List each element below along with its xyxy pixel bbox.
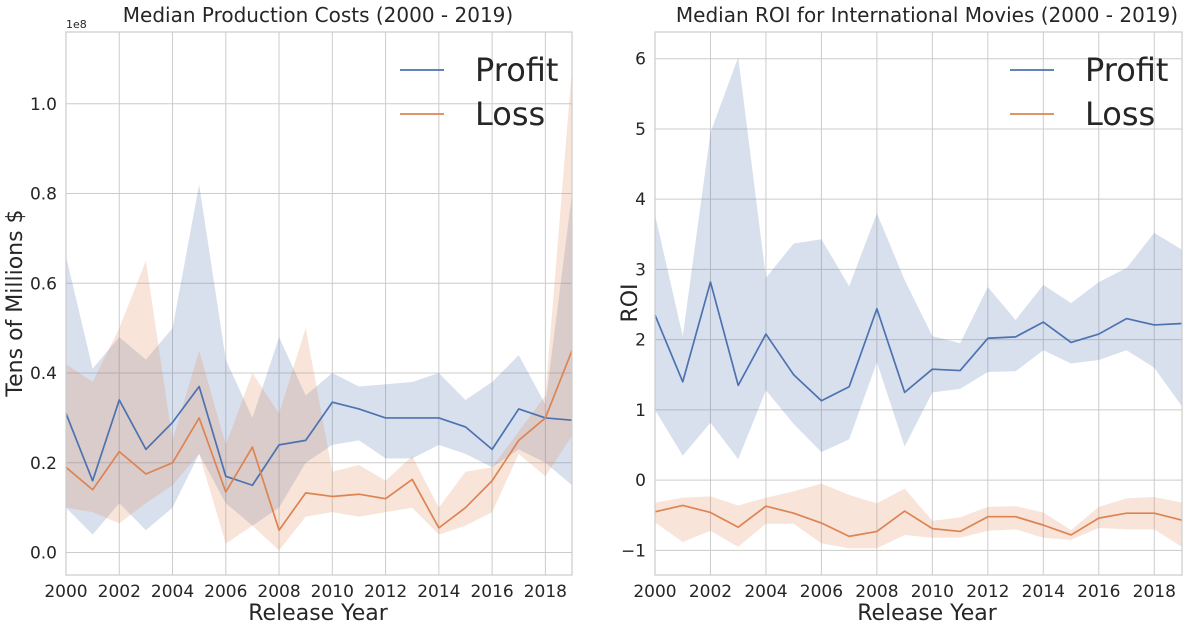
roi-panel: Median ROI for International Movies (200…	[618, 3, 1183, 626]
y-tick-label: 0.4	[30, 364, 57, 384]
y-tick-label: 3	[635, 260, 646, 280]
y-tick-label: 0.6	[30, 274, 57, 294]
loss-series-line	[65, 350, 573, 531]
y-tick-label: −1	[621, 541, 646, 561]
profit-confidence-band	[655, 57, 1182, 460]
loss-series-line	[654, 504, 1183, 538]
legend-label: Loss	[1085, 95, 1155, 133]
legend-label: Profit	[475, 51, 558, 89]
x-tick-label: 2014	[417, 582, 460, 602]
x-tick-label: 2004	[151, 582, 194, 602]
loss-confidence-band	[66, 67, 572, 551]
y-axis-title: ROI	[618, 283, 643, 322]
plot-frame	[65, 31, 573, 576]
profit-confidence-band	[66, 184, 572, 535]
x-tick-label: 2008	[855, 582, 898, 602]
x-axis-title: Release Year	[857, 601, 997, 626]
x-tick-label: 2014	[1022, 582, 1065, 602]
y-tick-label: 0.8	[30, 185, 57, 205]
grid	[65, 32, 572, 575]
x-tick-label: 2000	[633, 582, 676, 602]
x-tick-label: 2010	[911, 582, 954, 602]
x-tick-label: 2002	[689, 582, 732, 602]
x-tick-label: 2018	[524, 582, 567, 602]
x-tick-label: 2012	[966, 582, 1009, 602]
legend-label: Profit	[1085, 51, 1168, 89]
x-tick-label: 2006	[204, 582, 247, 602]
x-tick-label: 2000	[44, 582, 87, 602]
y-tick-label: 1	[635, 401, 646, 421]
x-tick-label: 2018	[1133, 582, 1176, 602]
x-tick-label: 2012	[364, 582, 407, 602]
legend-label: Loss	[475, 95, 545, 133]
x-tick-label: 2004	[744, 582, 787, 602]
x-tick-label: 2008	[257, 582, 300, 602]
y-tick-label: 0	[635, 471, 646, 491]
y-tick-label: 0.0	[30, 544, 57, 564]
x-tick-label: 2006	[800, 582, 843, 602]
y-tick-label: 0.2	[30, 454, 57, 474]
production-costs-panel: Median Production Costs (2000 - 2019) 1e…	[3, 3, 573, 626]
y-tick-label: 6	[635, 50, 646, 70]
chart-title: Median ROI for International Movies (200…	[676, 3, 1178, 27]
y-axis-title: Tens of Millions $	[3, 209, 28, 397]
loss-confidence-band	[655, 483, 1182, 549]
y-tick-label: 1.0	[30, 95, 57, 115]
plot-frame	[654, 31, 1183, 576]
y-offset-label: 1e8	[66, 18, 87, 31]
chart-title: Median Production Costs (2000 - 2019)	[123, 3, 513, 27]
x-tick-label: 2016	[1077, 582, 1120, 602]
y-tick-label: 2	[635, 331, 646, 351]
legend: Profit Loss	[400, 51, 558, 133]
x-axis-title: Release Year	[248, 601, 388, 626]
profit-series-line	[654, 281, 1183, 402]
x-tick-label: 2016	[470, 582, 513, 602]
y-tick-label: 5	[635, 120, 646, 140]
x-tick-label: 2010	[311, 582, 354, 602]
profit-series-line	[65, 385, 573, 487]
x-tick-label: 2002	[98, 582, 141, 602]
y-tick-label: 4	[635, 190, 646, 210]
legend: Profit Loss	[1010, 51, 1168, 133]
